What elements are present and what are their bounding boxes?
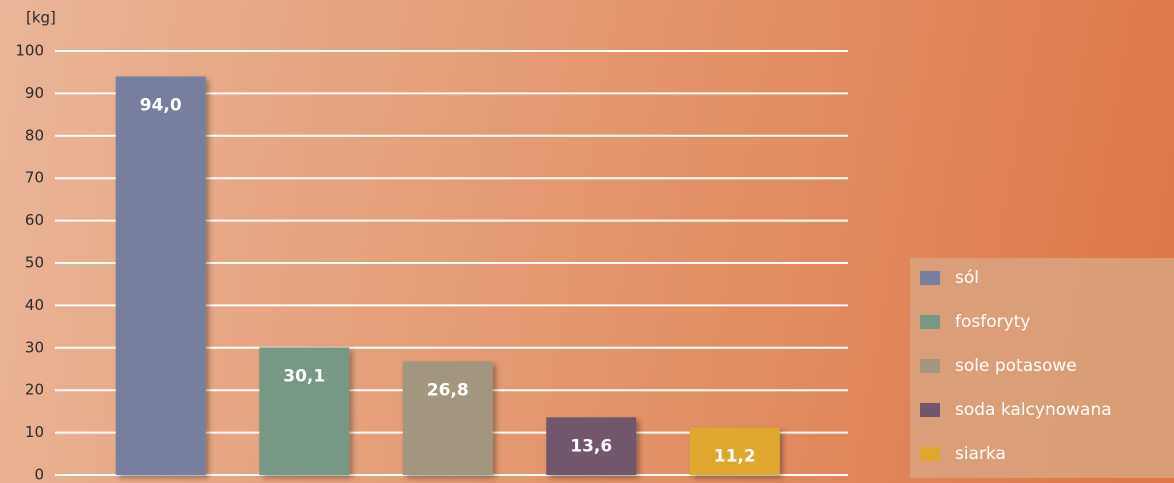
legend-label: sole potasowe bbox=[955, 356, 1077, 376]
legend-swatch bbox=[920, 315, 940, 329]
y-tick-label: 30 bbox=[25, 338, 44, 356]
legend-swatch bbox=[920, 359, 940, 373]
legend-swatch bbox=[920, 403, 940, 417]
bar bbox=[402, 361, 493, 475]
y-tick-label: 20 bbox=[25, 381, 44, 399]
y-tick-label: 0 bbox=[34, 466, 44, 483]
value-label: 26,8 bbox=[427, 380, 469, 400]
legend-label: fosforyty bbox=[955, 312, 1030, 332]
y-tick-label: 50 bbox=[25, 254, 44, 272]
legend-swatch bbox=[920, 447, 940, 461]
y-tick-label: 100 bbox=[15, 42, 44, 60]
y-tick-label: 60 bbox=[25, 211, 44, 229]
value-label: 11,2 bbox=[714, 447, 756, 467]
legend-swatch bbox=[920, 271, 940, 285]
y-axis-label: [kg] bbox=[26, 9, 56, 27]
legend-label: soda kalcynowana bbox=[955, 400, 1112, 420]
bar bbox=[689, 427, 780, 475]
y-tick-label: 80 bbox=[25, 126, 44, 144]
legend-box bbox=[910, 258, 1174, 478]
value-label: 94,0 bbox=[140, 95, 182, 115]
bar bbox=[546, 417, 637, 475]
y-tick-label: 40 bbox=[25, 296, 44, 314]
bar bbox=[115, 76, 206, 475]
value-label: 30,1 bbox=[283, 366, 325, 386]
value-label: 13,6 bbox=[570, 436, 612, 456]
y-tick-label: 90 bbox=[25, 84, 44, 102]
legend-label: siarka bbox=[955, 444, 1006, 464]
legend-label: sól bbox=[955, 268, 979, 288]
y-tick-label: 70 bbox=[25, 169, 44, 187]
y-tick-label: 10 bbox=[25, 423, 44, 441]
bar bbox=[259, 347, 350, 475]
